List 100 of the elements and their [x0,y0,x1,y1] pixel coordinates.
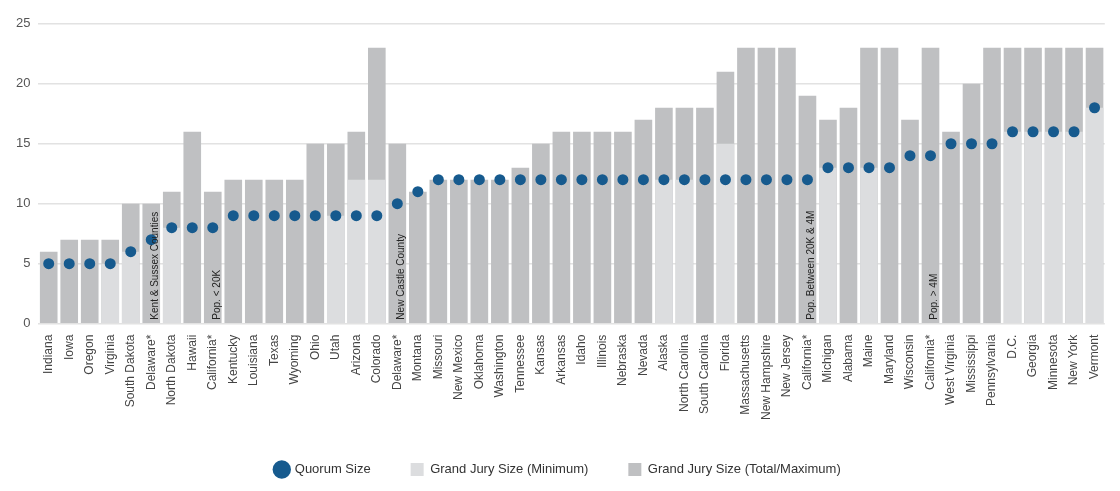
annotation: Pop. > 4M [928,273,940,320]
bar [880,47,899,323]
bar [183,131,202,323]
point [43,258,55,270]
point [781,174,793,186]
x-tick-label: Washington [492,334,507,398]
point [104,258,116,270]
x-tick-label: Iowa [61,334,76,360]
x-tick-label: California* [205,334,220,390]
x-tick-label: Maine [861,334,876,368]
point [453,174,465,186]
bar [470,179,489,323]
point [637,174,649,186]
x-tick-label: Massachusetts [738,334,753,415]
point [822,162,834,174]
x-tick-label: South Carolina [697,334,712,415]
y-tick-label: 0 [23,315,31,331]
point [801,174,813,186]
bar [901,119,919,323]
x-tick-label: California* [799,334,814,390]
bar [573,131,591,323]
x-tick-label: Missouri [430,334,445,380]
annotation: New Castle County [395,234,407,320]
point [945,138,957,150]
annotation: Kent & Sussex Counties [149,211,160,320]
point [227,210,239,222]
point [1089,102,1101,114]
x-tick-label: Minnesota [1045,334,1060,391]
bar [450,179,468,323]
bar [839,107,858,323]
y-tick-label: 20 [15,75,31,91]
point [207,222,219,234]
annotation: Pop. < 20K [210,269,222,320]
point [330,210,342,222]
y-tick-label: 5 [23,255,31,271]
point [309,210,321,222]
bar [942,131,960,323]
point [1027,126,1039,138]
x-tick-label: New Mexico [451,334,466,400]
point [925,150,936,162]
legend-label: Grand Jury Size (Total/Maximum) [647,461,841,477]
bar [634,119,653,323]
point [432,174,444,186]
annotation: Pop. Between 20K & 4M [805,210,817,320]
point [658,174,670,186]
point [186,222,198,234]
x-tick-label: New Hampshire [758,334,773,420]
x-tick-label: Delaware* [389,334,404,390]
point [535,174,547,186]
x-tick-label: Wisconsin [902,334,917,390]
point [986,138,998,150]
x-tick-label: Arkansas [553,334,568,385]
x-tick-label: Oregon [82,334,97,375]
bar [203,191,222,323]
x-tick-label: Vermont [1086,333,1101,380]
point [371,210,383,222]
x-tick-label: Oklahoma [471,334,486,390]
point [248,210,260,222]
x-tick-label: Nevada [635,334,650,377]
x-tick-label: Mississippi [963,334,978,393]
x-tick-label: New Jersey [779,334,794,398]
legend-label: Quorum Size [294,461,371,477]
point [740,174,752,186]
point [166,222,178,234]
point [617,174,629,186]
point [125,246,137,258]
x-tick-label: North Carolina [676,334,691,413]
point [289,210,301,222]
point [966,138,978,150]
point [473,174,485,186]
x-tick-label: Utah [328,334,343,360]
x-tick-label: Michigan [820,334,835,383]
x-tick-label: California* [922,334,937,390]
point [1007,126,1019,138]
bar [60,239,79,323]
bar [552,131,571,323]
bar [921,47,940,323]
x-tick-label: Ohio [307,334,322,360]
x-tick-label: Florida [717,334,732,372]
x-tick-label: Kentucky [225,334,240,384]
x-tick-label: West Virginia [943,334,958,405]
point [1048,126,1060,138]
point [719,174,731,186]
x-tick-label: Wyoming [287,334,302,385]
bar [614,131,632,323]
y-tick-label: 15 [15,135,31,151]
legend-label: Grand Jury Size (Minimum) [430,461,589,477]
x-tick-label: Delaware* [143,334,158,390]
x-tick-label: Indiana [41,334,56,375]
point [494,174,506,186]
point [678,174,690,186]
x-tick-label: Idaho [574,334,589,365]
point [63,258,75,270]
point [596,174,608,186]
bar [532,143,550,323]
bar [511,167,530,323]
bar [737,47,755,323]
point [268,210,280,222]
x-tick-label: Alaska [656,334,671,371]
bar [265,179,284,323]
